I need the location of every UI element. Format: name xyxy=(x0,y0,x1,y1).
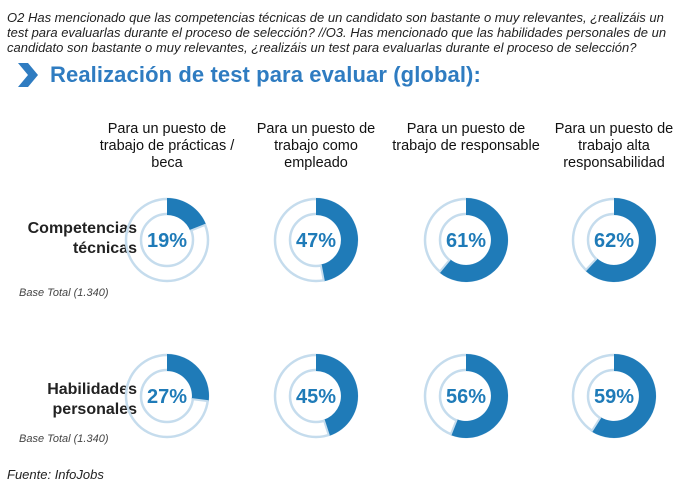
donut-segment xyxy=(316,354,358,436)
donut-competencias-2: 61% xyxy=(423,197,509,283)
chart-title: Realización de test para evaluar (global… xyxy=(50,62,481,87)
donut-value-label: 45% xyxy=(296,386,336,408)
section-title-row: Realización de test para evaluar (global… xyxy=(16,61,481,89)
donut-segment xyxy=(167,354,210,402)
donut-segment xyxy=(167,198,207,231)
donut-value-label: 56% xyxy=(446,386,486,408)
donut-value-label: 27% xyxy=(147,386,187,408)
donut-divider xyxy=(438,258,451,273)
source-note: Fuente: InfoJobs xyxy=(7,467,104,482)
donut-segment xyxy=(585,198,656,282)
donut-habilidades-0: 27% xyxy=(124,353,210,439)
donut-divider xyxy=(449,418,458,436)
donut-value-label: 61% xyxy=(446,230,486,252)
donut-divider xyxy=(189,223,207,232)
column-header-practicas: Para un puesto de trabajo de prácticas /… xyxy=(99,121,235,171)
donut-habilidades-3: 59% xyxy=(571,353,657,439)
column-header-empleado: Para un puesto de trabajo como empleado xyxy=(256,121,376,171)
donut-habilidades-2: 56% xyxy=(423,353,509,439)
donut-divider xyxy=(191,398,209,403)
donut-value-label: 62% xyxy=(594,230,634,252)
donut-value-label: 59% xyxy=(594,386,634,408)
donut-value-label: 47% xyxy=(296,230,336,252)
donut-competencias-3: 62% xyxy=(571,197,657,283)
donut-value-label: 19% xyxy=(147,230,187,252)
base-total-habilidades: Base Total (1.340) xyxy=(19,433,109,445)
row-label-wrap-habilidades: Habilidades personales xyxy=(0,380,137,424)
donut-habilidades-1: 45% xyxy=(273,353,359,439)
donut-divider xyxy=(322,419,330,437)
base-total-competencias: Base Total (1.340) xyxy=(19,287,109,299)
donut-divider xyxy=(319,264,325,282)
survey-question: O2 Has mencionado que las competencias t… xyxy=(7,10,667,55)
chevron-right-icon xyxy=(18,63,38,87)
donut-divider xyxy=(584,257,598,272)
donut-competencias-0: 19% xyxy=(124,197,210,283)
row-label-habilidades: Habilidades personales xyxy=(47,381,137,418)
donut-competencias-1: 47% xyxy=(273,197,359,283)
donut-segment xyxy=(316,198,359,282)
column-header-alta-responsabilidad: Para un puesto de trabajo alta responsab… xyxy=(554,121,674,171)
row-label-wrap-competencias: Competencias técnicas xyxy=(0,219,137,263)
donut-segment xyxy=(591,354,656,438)
column-header-responsable: Para un puesto de trabajo de responsable xyxy=(392,121,540,154)
donut-divider xyxy=(590,416,602,432)
row-label-competencias: Competencias técnicas xyxy=(27,220,137,257)
donut-segment xyxy=(450,354,509,438)
donut-segment xyxy=(439,198,509,282)
